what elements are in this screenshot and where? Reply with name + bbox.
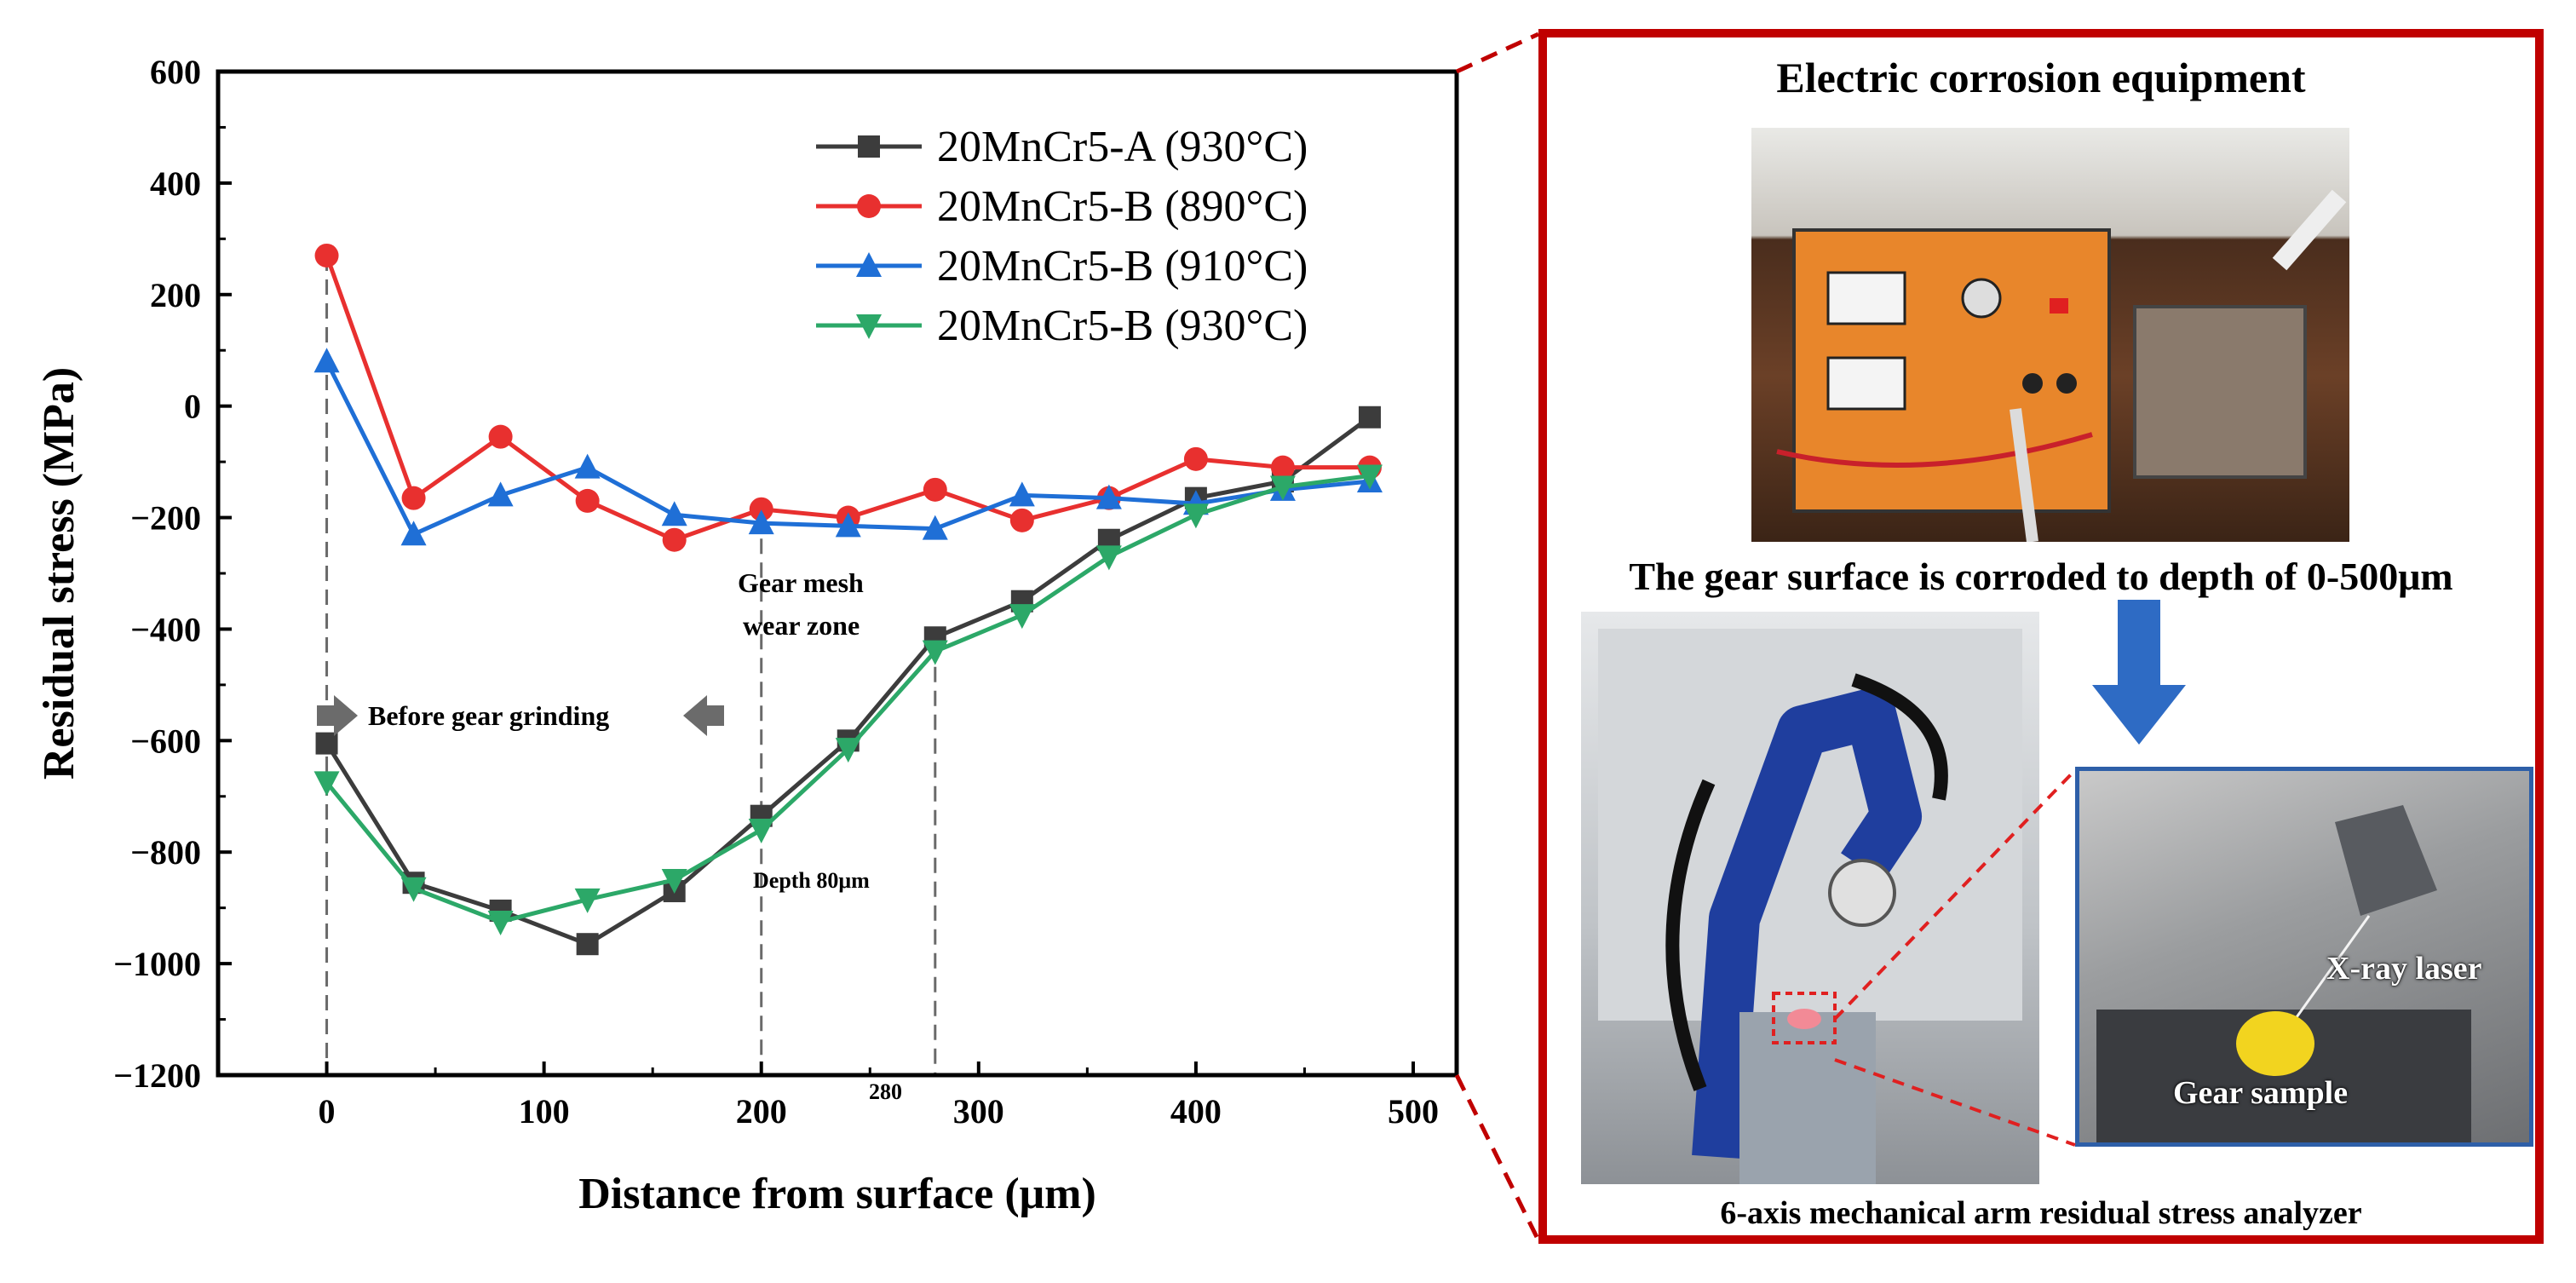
- data-point: [400, 877, 427, 902]
- axis-ticks: 0 100 200 300 400 500 600 400 200 0 −200 −400 −600 −8…: [113, 53, 1439, 1131]
- legend: 20MnCr5-A (930°C) 20MnCr5-B (890°C) 20MnCr…: [816, 123, 1308, 350]
- y-tick-label: 200: [150, 276, 201, 314]
- data-point: [661, 501, 687, 526]
- x-tick-label: 500: [1388, 1092, 1439, 1131]
- y-tick-label: −200: [130, 499, 201, 538]
- analyzer-caption: 6-axis mechanical arm residual stress an…: [1720, 1195, 2362, 1231]
- data-point: [922, 640, 948, 665]
- data-point: [1356, 464, 1383, 490]
- data-point: [313, 771, 340, 797]
- legend-marker: [856, 314, 882, 339]
- data-point: [662, 527, 687, 552]
- y-tick-label: −800: [130, 833, 201, 872]
- data-point: [1269, 475, 1296, 501]
- data-point: [835, 738, 861, 763]
- data-point: [1183, 446, 1208, 471]
- panel-title: Electric corrosion equipment: [1776, 54, 2306, 101]
- data-point: [487, 911, 514, 936]
- legend-label: 20MnCr5-A (930°C): [937, 123, 1308, 171]
- reference-lines: [325, 255, 937, 1075]
- x-tick-label: 100: [519, 1092, 570, 1131]
- robot-arm-photo: [1581, 612, 2039, 1184]
- data-point: [313, 348, 340, 373]
- x-tick-label: 400: [1170, 1092, 1222, 1131]
- legend-entry: 20MnCr5-B (890°C): [816, 182, 1308, 231]
- legend-marker: [856, 252, 882, 277]
- legend-label: 20MnCr5-B (910°C): [937, 242, 1308, 291]
- xray-zoom-illustration: [2096, 805, 2471, 1142]
- data-point: [488, 424, 513, 449]
- data-point: [400, 521, 427, 546]
- legend-entry: 20MnCr5-B (930°C): [816, 302, 1308, 350]
- gear-mesh-label-line2: wear zone: [743, 610, 860, 641]
- legend-entry: 20MnCr5-B (910°C): [816, 242, 1308, 291]
- data-point: [315, 732, 338, 755]
- equipment-panel: Electric corrosion equipment The gear su…: [1538, 29, 2544, 1244]
- corrosion-equipment-photo: [1751, 128, 2349, 542]
- legend-label: 20MnCr5-B (930°C): [937, 302, 1308, 350]
- xray-laser-label: X-ray laser: [2326, 951, 2482, 987]
- x-tick-label: 300: [953, 1092, 1004, 1131]
- data-point: [661, 868, 687, 894]
- data-point: [749, 497, 773, 521]
- y-tick-label: −600: [130, 722, 201, 760]
- series-3: [313, 348, 1383, 546]
- data-point: [574, 888, 601, 913]
- y-tick-label: −1200: [113, 1056, 201, 1095]
- data-point: [748, 509, 774, 535]
- zoom-callout-lines: [1833, 768, 2077, 1147]
- data-point: [835, 512, 861, 538]
- data-point: [1009, 481, 1035, 507]
- depth-80-label: Depth 80μm: [753, 868, 870, 893]
- data-point: [1095, 484, 1122, 509]
- data-point: [748, 819, 774, 844]
- legend-label: 20MnCr5-B (890°C): [937, 182, 1308, 231]
- equipment-illustration: [1776, 189, 2347, 542]
- series-layer: [313, 243, 1383, 956]
- x-tick-label: 200: [736, 1092, 787, 1131]
- data-point: [401, 486, 426, 510]
- data-point: [1009, 508, 1034, 532]
- data-point: [923, 477, 947, 502]
- y-tick-label: 600: [150, 53, 201, 91]
- series-line: [325, 473, 1371, 924]
- data-point: [1095, 545, 1122, 571]
- gear-mesh-label-line1: Gear mesh: [738, 567, 864, 598]
- corrosion-description: The gear surface is corroded to depth of…: [1629, 555, 2453, 598]
- x-280-label: 280: [869, 1079, 902, 1104]
- arrow-right-icon: [317, 695, 358, 736]
- y-tick-label: 0: [184, 388, 201, 426]
- zoom-connector-lines: [1454, 32, 1541, 1242]
- data-point: [1182, 503, 1209, 529]
- data-point: [574, 453, 601, 479]
- data-point: [1270, 455, 1295, 480]
- y-tick-label: 400: [150, 164, 201, 203]
- y-tick-label: −400: [130, 610, 201, 648]
- arrow-left-icon: [683, 695, 724, 736]
- series-line: [325, 415, 1371, 946]
- data-point: [314, 243, 339, 268]
- data-point: [576, 933, 599, 956]
- before-grinding-label: Before gear grinding: [368, 700, 609, 731]
- series-line: [325, 255, 1370, 543]
- legend-entry: 20MnCr5-A (930°C): [816, 123, 1308, 171]
- gear-sample-label: Gear sample: [2173, 1075, 2349, 1111]
- x-axis-title: Distance from surface (μm): [578, 1170, 1096, 1218]
- arrow-down-icon: [2092, 600, 2186, 745]
- data-point: [575, 488, 600, 513]
- data-point: [1009, 604, 1035, 630]
- before-grinding-annotation: Before gear grinding: [317, 695, 724, 736]
- y-tick-label: −1000: [113, 945, 201, 983]
- data-point: [487, 481, 514, 507]
- legend-marker: [857, 194, 881, 218]
- legend-marker: [858, 135, 880, 158]
- y-axis-title: Residual stress (MPa): [35, 367, 83, 780]
- robot-arm-illustration: [1598, 629, 2022, 1184]
- xray-zoom-photo: X-ray laser Gear sample: [2075, 767, 2533, 1147]
- series-4: [313, 464, 1383, 936]
- data-point: [1358, 406, 1381, 429]
- data-point: [922, 515, 948, 540]
- x-tick-label: 0: [319, 1092, 336, 1131]
